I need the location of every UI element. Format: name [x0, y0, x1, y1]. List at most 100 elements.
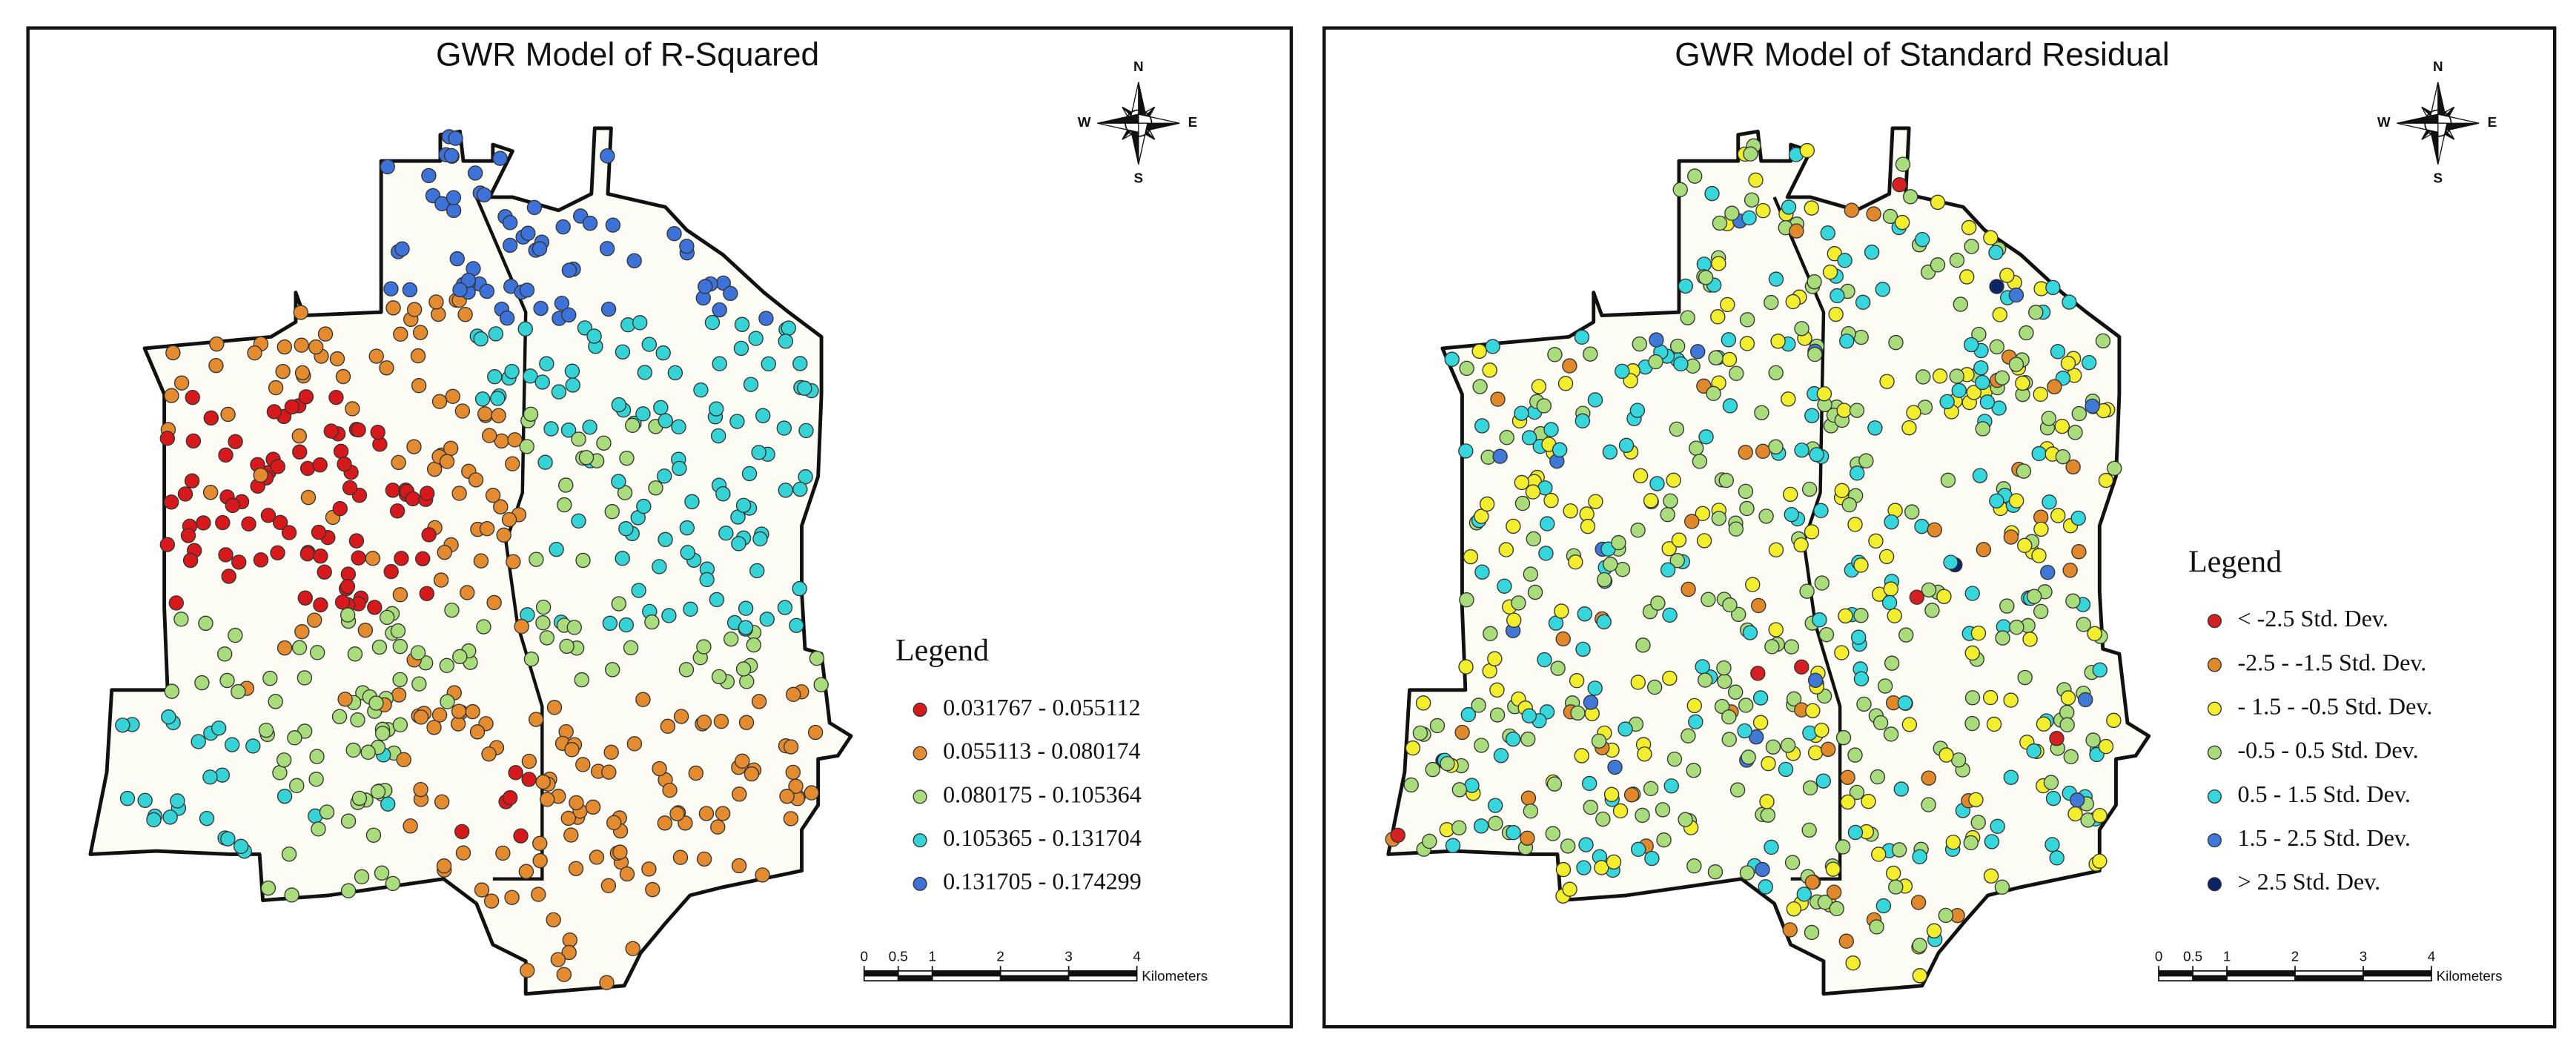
sample-point: [1914, 231, 1930, 248]
legend-swatch: [2207, 701, 2222, 716]
sample-point: [354, 869, 370, 885]
sample-point: [1816, 386, 1832, 402]
legend-label: -0.5 - 0.5 Std. Dev.: [2237, 737, 2418, 763]
sample-point: [389, 503, 405, 519]
sample-point: [1898, 627, 1914, 643]
sample-point: [450, 716, 466, 732]
sample-point: [460, 272, 477, 288]
sample-point: [711, 669, 727, 685]
sample-point: [779, 789, 795, 804]
sample-point: [566, 620, 582, 635]
sample-point: [1575, 413, 1591, 429]
sample-point: [1701, 592, 1716, 607]
sample-point: [1961, 219, 1977, 236]
sample-point: [1853, 608, 1869, 623]
sample-point: [1562, 358, 1577, 374]
sample-point: [1807, 745, 1824, 761]
sample-point: [533, 300, 549, 317]
sample-point: [662, 782, 678, 798]
sample-point: [173, 375, 190, 391]
sample-point: [623, 640, 639, 656]
sample-point: [1695, 506, 1711, 522]
sample-point: [396, 752, 411, 768]
sample-point: [537, 454, 553, 470]
sample-point: [653, 400, 669, 416]
sample-point: [704, 314, 721, 331]
sample-point: [2015, 375, 2030, 391]
sample-point: [1839, 333, 1855, 349]
sample-point: [557, 497, 572, 513]
sample-point: [431, 394, 448, 409]
sample-point: [523, 406, 539, 422]
scale-label: 1: [2223, 949, 2231, 964]
sample-point: [551, 384, 567, 400]
sample-point: [1815, 773, 1831, 789]
sample-point: [332, 500, 348, 517]
sample-point: [1595, 811, 1611, 827]
sample-point: [710, 819, 726, 835]
sample-point: [636, 498, 652, 514]
sample-point: [699, 572, 715, 588]
sample-point: [797, 380, 812, 396]
sample-point: [1603, 786, 1620, 803]
sample-point: [1429, 718, 1446, 734]
sample-point: [574, 672, 589, 688]
sample-point: [1506, 518, 1521, 534]
sample-point: [194, 675, 210, 691]
sample-point: [535, 774, 551, 790]
sample-point: [615, 551, 630, 566]
sample-point: [1635, 637, 1651, 653]
sample-point: [1966, 385, 1981, 400]
sample-point: [1879, 374, 1895, 389]
sample-point: [502, 237, 518, 254]
sample-point: [351, 550, 366, 566]
scale-segment: [2158, 975, 2193, 982]
sample-point: [1916, 369, 1931, 385]
sample-point: [1887, 608, 1902, 623]
sample-point: [1793, 537, 1809, 553]
sample-point: [678, 662, 695, 678]
sample-point: [203, 410, 219, 426]
sample-point: [1884, 655, 1900, 671]
sample-point: [2033, 603, 2049, 620]
sample-point: [1489, 682, 1505, 698]
sample-point: [1953, 297, 1969, 312]
sample-point: [241, 516, 256, 531]
sample-point: [778, 334, 793, 349]
sample-point: [1729, 782, 1746, 798]
sample-point: [317, 326, 334, 342]
sample-point: [488, 326, 504, 342]
sample-point: [672, 849, 689, 865]
sample-point: [1722, 597, 1738, 613]
sample-point: [215, 514, 231, 531]
sample-point: [671, 419, 686, 435]
sample-point: [1921, 797, 1936, 812]
sample-point: [351, 422, 366, 438]
sample-point: [1804, 874, 1821, 890]
sample-point: [392, 717, 408, 733]
sample-point: [1847, 517, 1863, 532]
sample-point: [211, 721, 227, 736]
sample-point: [294, 623, 310, 640]
sample-point: [1649, 332, 1664, 348]
sample-point: [272, 514, 288, 531]
sample-point: [1721, 351, 1738, 368]
sample-point: [1878, 549, 1895, 565]
sample-point: [365, 551, 381, 566]
sample-point: [1499, 430, 1514, 445]
sample-point: [184, 473, 200, 488]
sample-point: [1940, 472, 1956, 488]
sample-point: [1737, 723, 1752, 739]
sample-point: [1492, 448, 1508, 464]
sample-point: [696, 851, 712, 867]
sample-point: [603, 744, 619, 761]
sample-point: [177, 486, 193, 502]
sample-point: [1888, 879, 1904, 895]
sample-point: [1680, 310, 1695, 325]
sample-point: [789, 617, 804, 633]
sample-point: [1704, 185, 1720, 202]
sample-point: [1949, 368, 1964, 384]
sample-point: [1891, 842, 1907, 858]
sample-point: [331, 709, 348, 724]
sample-point: [495, 845, 511, 861]
